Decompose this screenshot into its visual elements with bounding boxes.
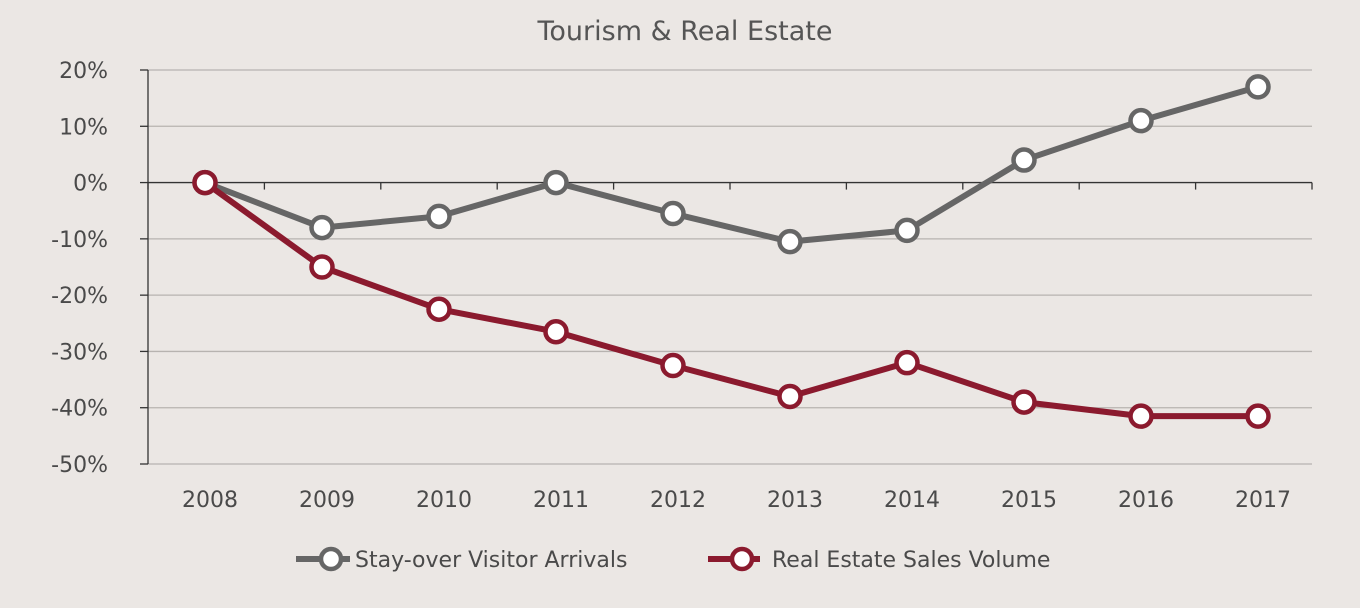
data-point xyxy=(660,200,686,227)
data-point xyxy=(1245,403,1271,429)
data-point xyxy=(426,296,452,322)
data-point xyxy=(1128,107,1154,134)
y-tick-label: -20% xyxy=(51,284,108,309)
data-point xyxy=(1128,403,1154,429)
data-point xyxy=(777,383,803,410)
data-point xyxy=(894,349,920,376)
data-point xyxy=(426,203,452,230)
x-tick-label: 2017 xyxy=(1235,488,1291,513)
series-line xyxy=(203,180,1258,420)
x-tick-label: 2010 xyxy=(416,488,472,513)
x-tick-label: 2011 xyxy=(533,488,589,513)
data-point xyxy=(543,169,569,196)
legend: Stay-over Visitor Arrivals Real Estate Sa… xyxy=(296,546,1050,573)
series-line xyxy=(203,84,1259,245)
data-point xyxy=(1011,389,1037,415)
x-tick-label: 2014 xyxy=(884,488,940,513)
axes xyxy=(140,69,1313,465)
data-point xyxy=(660,352,686,379)
y-axis-ticks: 20% 10% 0% -10% -20% -30% -40% -50% xyxy=(51,59,108,478)
x-axis-ticks: 2008 2009 2010 2011 2012 2013 2014 2015 2016 2017 xyxy=(182,488,1291,513)
x-tick-label: 2012 xyxy=(650,488,706,513)
y-tick-label: -30% xyxy=(51,340,108,365)
data-point xyxy=(543,318,569,345)
y-tick-label: -50% xyxy=(51,453,108,478)
y-tick-label: 20% xyxy=(59,59,108,84)
y-tick-label: 10% xyxy=(59,115,108,140)
legend-swatch-marker xyxy=(729,546,755,572)
data-point xyxy=(309,254,335,280)
y-tick-label: 0% xyxy=(73,172,108,197)
data-point xyxy=(192,169,218,196)
chart-title: Tourism & Real Estate xyxy=(537,16,833,47)
data-point xyxy=(894,217,920,244)
x-tick-label: 2009 xyxy=(299,488,355,513)
data-point xyxy=(1011,147,1037,173)
y-tick-label: -40% xyxy=(51,397,108,422)
gridlines xyxy=(148,69,1312,465)
data-point xyxy=(309,214,335,241)
legend-swatch-marker xyxy=(318,546,344,572)
y-tick-label: -10% xyxy=(51,228,108,253)
x-tick-label: 2016 xyxy=(1118,488,1174,513)
data-point xyxy=(777,228,803,255)
series xyxy=(192,74,1271,429)
legend-label: Real Estate Sales Volume xyxy=(772,548,1050,573)
legend-label: Stay-over Visitor Arrivals xyxy=(355,548,627,573)
x-tick-label: 2008 xyxy=(182,488,238,513)
x-tick-label: 2013 xyxy=(767,488,823,513)
data-point xyxy=(1245,74,1271,100)
x-tick-label: 2015 xyxy=(1001,488,1057,513)
